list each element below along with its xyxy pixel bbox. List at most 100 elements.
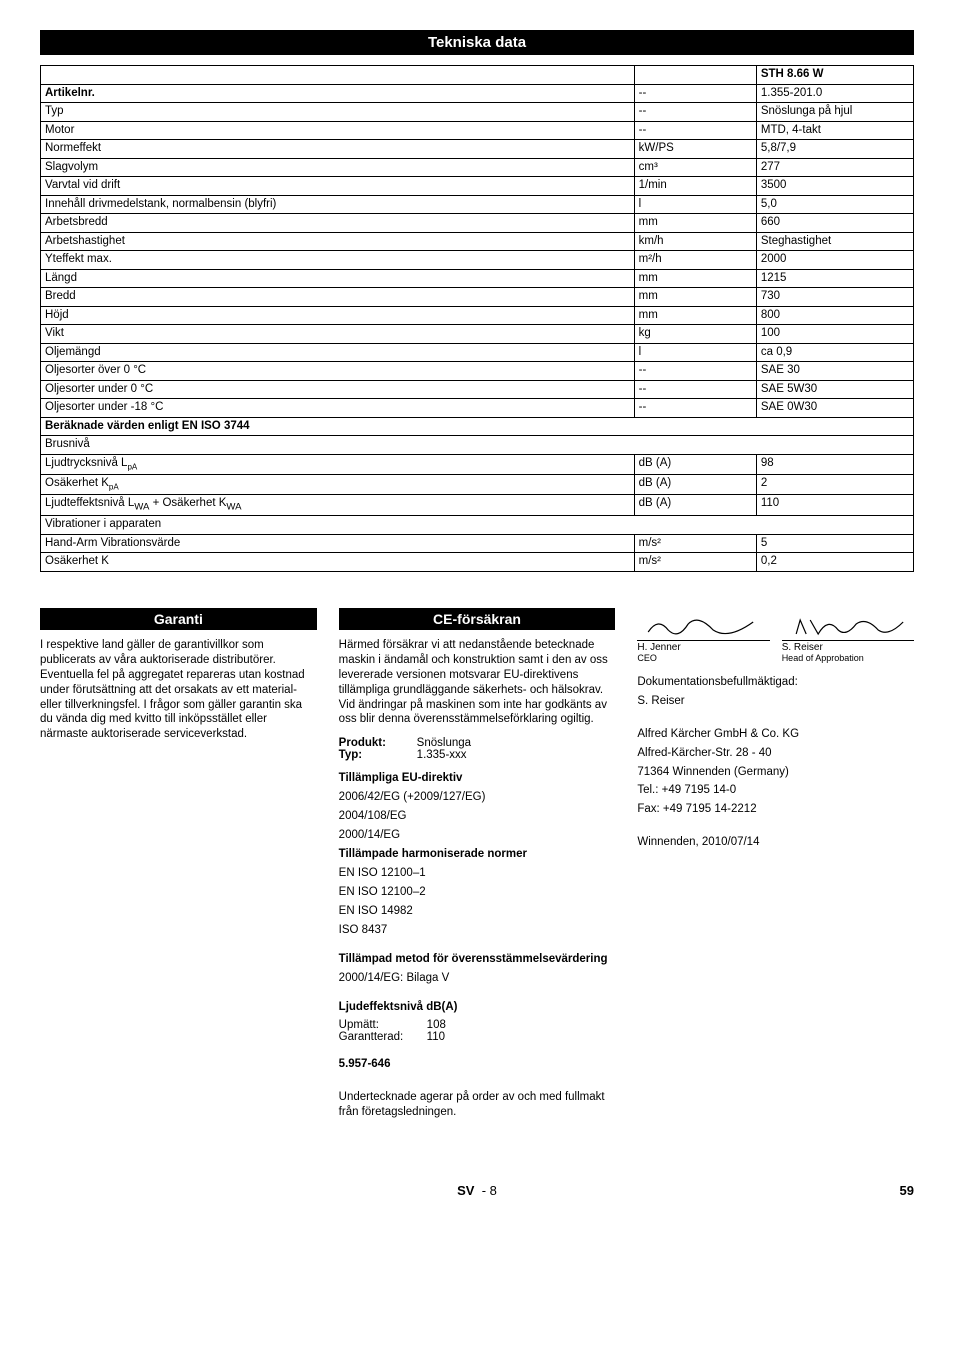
date-place: Winnenden, 2010/07/14	[637, 835, 914, 850]
spec-unit: --	[634, 103, 756, 122]
directive-item: 2004/108/EG	[339, 809, 616, 824]
directive-item: 2006/42/EG (+2009/127/EG)	[339, 790, 616, 805]
spec-label: Vikt	[41, 325, 635, 344]
spec-unit: m/s²	[634, 534, 756, 553]
address-line: Tel.: +49 7195 14-0	[637, 783, 914, 798]
spec-label: Längd	[41, 269, 635, 288]
spec-value: 5,0	[756, 195, 913, 214]
sound-head: Ljudeffektsnivå dB(A)	[339, 1000, 616, 1015]
warranty-body: I respektive land gäller de garantivillk…	[40, 638, 317, 743]
method-body: 2000/14/EG: Bilaga V	[339, 971, 616, 986]
spec-label: Typ	[41, 103, 635, 122]
spec-unit: mm	[634, 214, 756, 233]
row-vibrations: Vibrationer i apparaten	[41, 516, 914, 535]
type-key: Typ:	[339, 749, 417, 761]
spec-label: Slagvolym	[41, 158, 635, 177]
footer-pagenum: 59	[900, 1183, 914, 1198]
sound-measured-k: Upmätt:	[339, 1019, 427, 1031]
spec-value: 2000	[756, 251, 913, 270]
spec-unit: km/h	[634, 232, 756, 251]
spec-value: SAE 30	[756, 362, 913, 381]
spec-value: 0,2	[756, 553, 913, 572]
directive-item: 2000/14/EG	[339, 828, 616, 843]
warranty-head: Garanti	[40, 608, 317, 630]
footer-lang: SV	[457, 1183, 474, 1198]
sound-guaranteed: Garantterad:110	[339, 1031, 616, 1043]
sig1-name: H. Jenner	[637, 640, 769, 653]
spec-label: Yteffekt max.	[41, 251, 635, 270]
spec-label: Hand-Arm Vibrationsvärde	[41, 534, 635, 553]
spec-label: Oljesorter under 0 °C	[41, 380, 635, 399]
ce-intro: Härmed försäkrar vi att nedanstående bet…	[339, 638, 616, 728]
spec-unit: kW/PS	[634, 140, 756, 159]
spec-unit: --	[634, 121, 756, 140]
model-header: STH 8.66 W	[756, 66, 913, 85]
spec-value: MTD, 4-takt	[756, 121, 913, 140]
spec-value: 98	[756, 454, 913, 474]
spec-value: Steghastighet	[756, 232, 913, 251]
method-head: Tillämpad metod för överensstämmelsevärd…	[339, 952, 616, 967]
row-brusniva: Brusnivå	[41, 436, 914, 455]
spec-value: 110	[756, 495, 913, 516]
ce-column: CE-försäkran Härmed försäkrar vi att ned…	[339, 608, 616, 1124]
address-line: 71364 Winnenden (Germany)	[637, 765, 914, 780]
spec-label: Artikelnr.	[41, 84, 635, 103]
spec-label: Höjd	[41, 306, 635, 325]
sound-guaranteed-k: Garantterad:	[339, 1031, 427, 1043]
sound-measured: Upmätt:108	[339, 1019, 616, 1031]
spec-label: Oljesorter över 0 °C	[41, 362, 635, 381]
signature-2	[782, 612, 914, 640]
spec-label: Ljudtrycksnivå LpA	[41, 454, 635, 474]
spec-label: Osäkerhet K	[41, 553, 635, 572]
signature-1	[637, 612, 769, 640]
norm-item: EN ISO 12100–1	[339, 866, 616, 881]
warranty-column: Garanti I respektive land gäller de gara…	[40, 608, 317, 1124]
directives-head: Tillämpliga EU-direktiv	[339, 771, 616, 786]
address-line: Fax: +49 7195 14-2212	[637, 802, 914, 817]
doc-auth-label: Dokumentationsbefullmäktigad:	[637, 675, 914, 690]
spec-unit: dB (A)	[634, 495, 756, 516]
doc-auth-name: S. Reiser	[637, 694, 914, 709]
spec-label: Arbetsbredd	[41, 214, 635, 233]
spec-value: 730	[756, 288, 913, 307]
spec-unit: mm	[634, 269, 756, 288]
spec-table: STH 8.66 W Artikelnr.--1.355-201.0Typ--S…	[40, 65, 914, 572]
type-row: Typ:1.335-xxx	[339, 749, 616, 761]
spec-label: Oljemängd	[41, 343, 635, 362]
spec-label: Innehåll drivmedelstank, normalbensin (b…	[41, 195, 635, 214]
norms-head: Tillämpade harmoniserade normer	[339, 847, 616, 862]
sig1-title: CEO	[637, 653, 769, 663]
spec-unit: --	[634, 362, 756, 381]
spec-unit: mm	[634, 288, 756, 307]
spec-label: Bredd	[41, 288, 635, 307]
spec-unit: 1/min	[634, 177, 756, 196]
spec-unit: m/s²	[634, 553, 756, 572]
spec-label: Varvtal vid drift	[41, 177, 635, 196]
spec-unit: --	[634, 380, 756, 399]
spec-unit: dB (A)	[634, 454, 756, 474]
signature-column: H. Jenner CEO S. Reiser Head of Approbat…	[637, 608, 914, 1124]
spec-unit: kg	[634, 325, 756, 344]
spec-value: SAE 5W30	[756, 380, 913, 399]
spec-value: 2	[756, 474, 913, 494]
footer-page: - 8	[482, 1183, 497, 1198]
spec-unit: l	[634, 195, 756, 214]
address-line: Alfred-Kärcher-Str. 28 - 40	[637, 746, 914, 761]
spec-label: Motor	[41, 121, 635, 140]
spec-label: Osäkerhet KpA	[41, 474, 635, 494]
type-val: 1.335-xxx	[417, 749, 467, 761]
spec-label: Oljesorter under -18 °C	[41, 399, 635, 418]
spec-value: 277	[756, 158, 913, 177]
spec-value: 1.355-201.0	[756, 84, 913, 103]
spec-value: SAE 0W30	[756, 399, 913, 418]
norm-item: EN ISO 14982	[339, 904, 616, 919]
spec-value: 660	[756, 214, 913, 233]
norm-item: ISO 8437	[339, 923, 616, 938]
tech-data-banner: Tekniska data	[40, 30, 914, 55]
sig2-name: S. Reiser	[782, 640, 914, 653]
spec-unit: l	[634, 343, 756, 362]
product-row: Produkt:Snöslunga	[339, 737, 616, 749]
spec-value: Snöslunga på hjul	[756, 103, 913, 122]
product-key: Produkt:	[339, 737, 417, 749]
sound-measured-v: 108	[427, 1019, 446, 1031]
